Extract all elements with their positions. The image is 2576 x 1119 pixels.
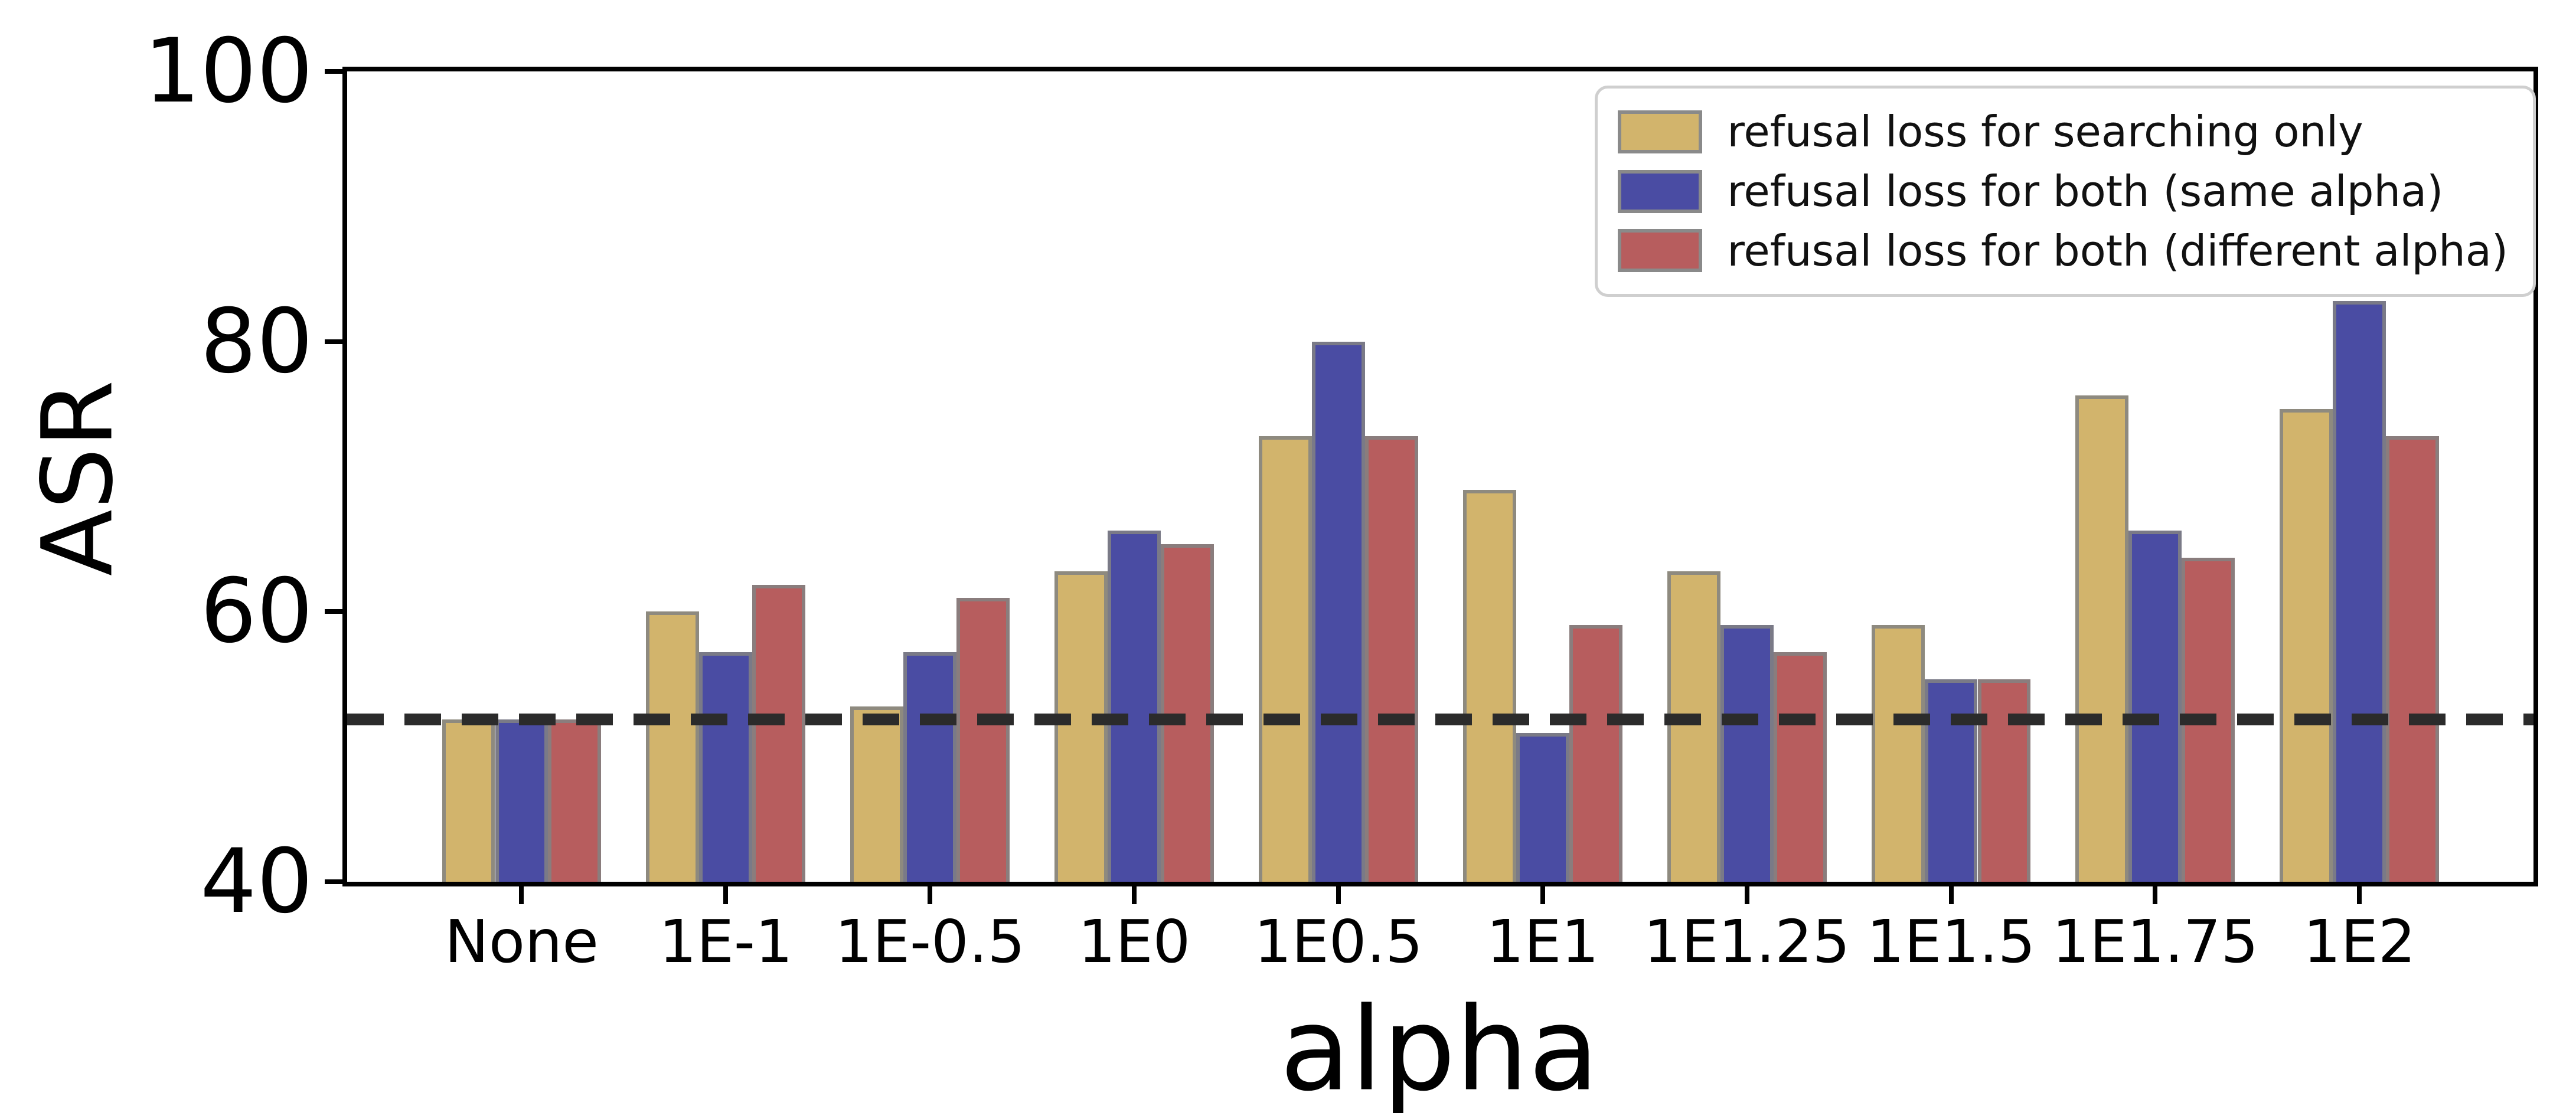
x-tick-label: 1E0 <box>1078 907 1191 976</box>
bar <box>442 719 495 882</box>
bar <box>2075 395 2129 882</box>
bar <box>1977 679 2031 882</box>
bar <box>903 652 957 882</box>
x-tick-mark <box>2153 886 2158 904</box>
bar <box>1364 436 1418 882</box>
x-tick-label: 1E2 <box>2303 907 2416 976</box>
plot-area: 40 60 80 100 None 1E-1 1E-0.5 1E0 1E0.5 1E1 1E1.25… <box>144 27 2538 971</box>
y-tick-label: 40 <box>200 830 313 933</box>
legend-label: refusal loss for both (different alpha) <box>1727 225 2508 276</box>
x-tick-label: 1E-0.5 <box>835 907 1026 976</box>
bar <box>646 611 700 882</box>
bar <box>1516 733 1569 882</box>
x-tick-label: 1E1.75 <box>2052 907 2259 976</box>
bar <box>2280 409 2333 882</box>
bar <box>699 652 753 882</box>
x-tick-mark <box>928 886 933 904</box>
legend: refusal loss for searching only refusal l… <box>1595 86 2536 297</box>
x-tick-label: 1E0.5 <box>1254 907 1423 976</box>
reference-dashed-line <box>347 714 2533 726</box>
bar <box>1667 571 1720 882</box>
y-tick-mark <box>325 69 342 74</box>
x-axis-label: alpha <box>1279 982 1599 1117</box>
bar <box>1773 652 1827 882</box>
x-tick-label: 1E-1 <box>659 907 793 976</box>
x-tick-mark <box>723 886 729 904</box>
bar <box>850 706 904 882</box>
y-tick-mark <box>325 879 342 884</box>
bar <box>1108 531 1161 882</box>
bar <box>1569 625 1622 882</box>
bar <box>956 598 1010 882</box>
bar <box>2386 436 2440 882</box>
legend-swatch <box>1618 229 1703 273</box>
x-tick-mark <box>1132 886 1137 904</box>
y-tick-label: 80 <box>200 290 313 393</box>
y-tick-mark <box>325 609 342 614</box>
legend-item: refusal loss for searching only <box>1618 107 2508 156</box>
bar <box>1924 679 1978 882</box>
y-tick-label: 100 <box>143 20 313 123</box>
x-tick-mark <box>1744 886 1749 904</box>
legend-swatch <box>1618 169 1703 213</box>
x-tick-mark <box>1948 886 1954 904</box>
x-tick-mark <box>2357 886 2362 904</box>
x-tick-mark <box>1336 886 1341 904</box>
bar <box>2128 531 2182 882</box>
legend-item: refusal loss for both (same alpha) <box>1618 166 2508 216</box>
bar <box>2333 301 2386 882</box>
legend-label: refusal loss for both (same alpha) <box>1727 166 2444 216</box>
legend-label: refusal loss for searching only <box>1727 107 2363 156</box>
x-tick-mark <box>1540 886 1545 904</box>
bar <box>548 719 602 882</box>
bar <box>1311 341 1365 882</box>
x-tick-label: 1E1.5 <box>1866 907 2036 976</box>
bar <box>1462 490 1516 882</box>
x-tick-label: 1E1 <box>1486 907 1599 976</box>
x-tick-label: None <box>445 907 599 976</box>
bar <box>1720 625 1774 882</box>
bar <box>495 719 548 882</box>
bar <box>752 584 806 882</box>
y-tick-label: 60 <box>200 560 313 663</box>
bar <box>1871 625 1925 882</box>
bar <box>1054 571 1108 882</box>
bar <box>1161 544 1214 882</box>
y-axis-label: ASR <box>21 379 135 577</box>
y-tick-mark <box>325 339 342 344</box>
x-tick-mark <box>519 886 524 904</box>
legend-item: refusal loss for both (different alpha) <box>1618 225 2508 276</box>
legend-swatch <box>1618 110 1703 153</box>
x-tick-label: 1E1.25 <box>1643 907 1850 976</box>
bar <box>1258 436 1312 882</box>
